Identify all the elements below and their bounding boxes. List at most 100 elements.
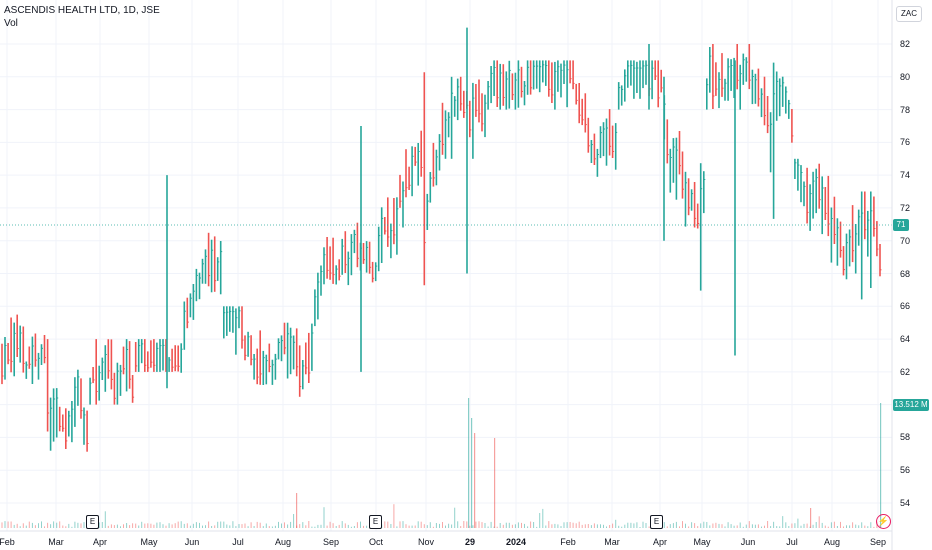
earnings-marker[interactable]: E — [86, 515, 99, 529]
volume-bar — [186, 523, 188, 528]
volume-bar — [22, 523, 24, 528]
volume-bar — [569, 522, 571, 528]
volume-bar — [110, 524, 112, 528]
volume-bar — [68, 523, 70, 528]
volume-bar — [672, 523, 674, 528]
volume-bar — [606, 526, 607, 528]
volume-bar — [126, 523, 128, 528]
volume-bar — [539, 513, 541, 528]
volume-bar — [7, 521, 9, 528]
volume-bar — [739, 522, 741, 528]
volume-bar — [748, 521, 750, 528]
volume-bar — [180, 521, 182, 528]
volume-bar — [402, 521, 404, 528]
volume-bar — [320, 524, 322, 528]
volume-bar — [785, 522, 787, 528]
time-tick-label: Oct — [368, 537, 384, 547]
volume-bar — [554, 523, 556, 528]
volume-bar — [794, 523, 796, 528]
volume-bar — [618, 525, 620, 528]
volume-bar — [730, 524, 732, 528]
volume-bar — [429, 522, 431, 528]
volume-bar — [71, 526, 73, 528]
volume-bar — [685, 523, 686, 528]
volume-bar — [840, 521, 841, 528]
volume-bar — [779, 526, 781, 528]
volume-bar — [41, 521, 42, 528]
volume-bar — [268, 526, 270, 528]
volume-bar — [104, 511, 106, 528]
volume-bar — [192, 523, 194, 528]
time-tick-label: Feb — [560, 537, 576, 547]
volume-bar — [852, 522, 854, 528]
volume-bar — [633, 523, 635, 528]
volume-bar — [363, 525, 364, 528]
volume-bar — [256, 521, 258, 528]
volume-bar — [77, 522, 79, 528]
volume-bar — [806, 523, 808, 528]
earnings-marker[interactable]: E — [650, 515, 663, 529]
time-tick-label: 29 — [464, 537, 476, 547]
currency-button[interactable]: ZAC — [896, 6, 922, 22]
volume-bar — [818, 516, 820, 528]
volume-spike-bar — [494, 438, 496, 528]
volume-bar — [736, 525, 738, 528]
volume-bar — [861, 522, 863, 528]
volume-bar — [530, 521, 532, 528]
volume-bar — [153, 524, 155, 528]
volume-bar — [189, 525, 191, 528]
volume-bar — [603, 524, 604, 528]
earnings-marker[interactable]: E — [369, 515, 382, 529]
volume-bar — [223, 521, 225, 528]
volume-bar — [478, 521, 480, 528]
volume-bar — [1, 522, 3, 528]
volume-bar — [836, 526, 838, 528]
volume-bar — [621, 526, 623, 528]
volume-bar — [566, 522, 568, 528]
volume-bar — [873, 526, 875, 528]
volume-bar — [575, 523, 577, 528]
volume-bar — [83, 522, 85, 528]
volume-indicator-label[interactable]: Vol — [4, 18, 18, 29]
volume-bar — [98, 522, 100, 528]
volume-bar — [299, 524, 301, 528]
volume-bar — [615, 519, 617, 528]
volume-bar — [451, 524, 453, 528]
volume-bar — [666, 526, 668, 528]
volume-bar — [533, 522, 535, 528]
volume-bar — [31, 522, 33, 528]
volume-bar — [463, 521, 465, 528]
volume-bar — [74, 521, 76, 528]
volume-bar — [797, 518, 799, 528]
price-tick-label: 82 — [900, 39, 911, 49]
volume-bar — [545, 525, 547, 528]
volume-bar — [764, 525, 765, 528]
volume-bar — [770, 526, 772, 528]
lightning-icon[interactable]: ⚡ — [876, 514, 891, 529]
volume-bar — [439, 523, 440, 528]
volume-bar — [341, 521, 343, 528]
time-tick-label: Sep — [322, 537, 340, 547]
volume-bar — [724, 526, 726, 528]
volume-bar — [120, 526, 121, 528]
volume-bar — [211, 526, 213, 528]
volume-bar — [517, 522, 519, 528]
volume-bars — [1, 398, 882, 528]
volume-bar — [281, 523, 282, 528]
volume-bar — [751, 524, 753, 528]
volume-spike-bar — [296, 493, 298, 528]
volume-bar — [107, 525, 109, 528]
volume-bar — [542, 508, 544, 528]
volume-bar — [688, 526, 690, 528]
volume-bar — [858, 525, 860, 528]
volume-bar — [138, 525, 140, 528]
volume-bar — [10, 521, 12, 528]
volume-bar — [399, 521, 401, 528]
volume-bar — [259, 522, 261, 528]
symbol-title[interactable]: ASCENDIS HEALTH LTD, 1D, JSE — [4, 5, 160, 16]
volume-bar — [423, 524, 425, 528]
volume-bar — [612, 523, 614, 528]
volume-bar — [250, 522, 252, 528]
volume-bar — [490, 521, 492, 528]
